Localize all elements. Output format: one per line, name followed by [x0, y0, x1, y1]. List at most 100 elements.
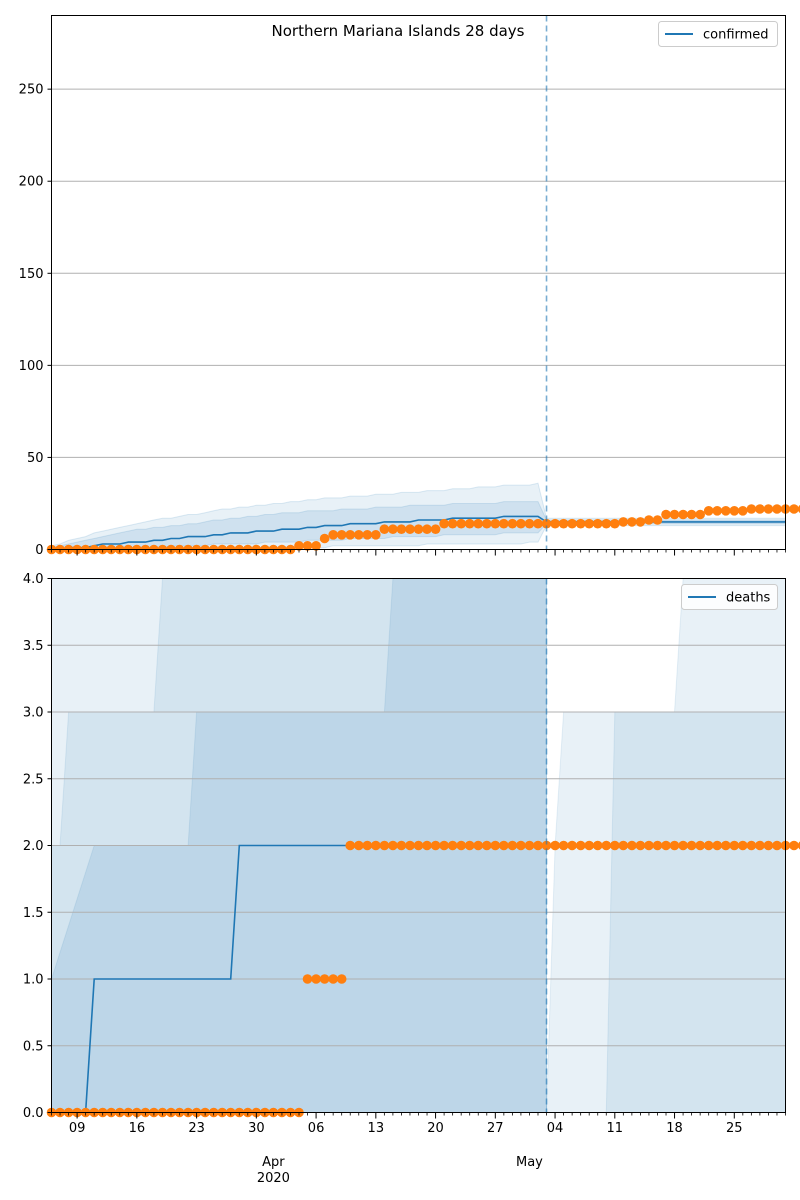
confirmed-observed-point	[729, 506, 740, 516]
confirmed-observed-point	[430, 524, 441, 534]
confirmed-observed-point	[302, 541, 313, 551]
deaths-observed-point	[413, 840, 424, 851]
deaths-observed-point	[635, 840, 646, 851]
confirmed-observed-point	[482, 518, 492, 529]
confirmed-observed-point	[567, 518, 577, 529]
deaths-observed-point	[686, 840, 697, 851]
deaths-observed-point	[746, 840, 757, 851]
confirmed-observed-point	[413, 524, 424, 534]
x-day-tick-label: 23	[188, 1121, 205, 1136]
deaths-observed-point	[772, 840, 782, 851]
confirmed-observed-point	[644, 515, 654, 525]
confirmed-observed-point	[336, 530, 347, 540]
deaths-observed-point	[763, 840, 774, 851]
confirmed-observed-point	[473, 518, 484, 529]
confirmed-observed-point	[541, 518, 552, 529]
confirmed-observed-point	[422, 524, 432, 534]
confirmed-y-tick-label: 0	[35, 543, 43, 558]
x-year-label: 2020	[257, 1171, 290, 1186]
deaths-observed-point	[464, 840, 475, 851]
deaths-observed-point	[738, 840, 748, 851]
confirmed-observed-point	[755, 504, 765, 514]
confirmed-observed-point	[294, 541, 304, 551]
deaths-observed-point	[362, 840, 373, 851]
x-day-tick-label: 20	[427, 1121, 444, 1136]
deaths-observed-point	[721, 840, 731, 851]
deaths-observed-point	[345, 840, 356, 851]
confirmed-observed-point	[763, 504, 774, 514]
confirmed-observed-point	[601, 518, 612, 529]
deaths-observed-point	[703, 840, 714, 851]
confirmed-observed-point	[678, 509, 688, 520]
confirmed-observed-point	[797, 504, 800, 514]
confirmed-x-axis	[51, 549, 786, 556]
deaths-observed-point	[575, 840, 586, 851]
deaths-observed-point	[558, 840, 569, 851]
deaths-observed-point	[669, 840, 680, 851]
date-axis-labels: 09 16 23 30 06 13 20 27 04 11 18 25 Apr May 2020	[69, 1121, 743, 1186]
deaths-observed-point	[610, 840, 620, 851]
deaths-observed-point	[652, 840, 663, 851]
confirmed-observed-point	[695, 509, 705, 520]
confirmed-y-tick-label: 250	[19, 83, 44, 98]
deaths-y-tick-label: 0.0	[23, 1106, 44, 1121]
confirmed-observed-point	[669, 509, 680, 520]
confirmed-observed-point	[772, 504, 782, 514]
confirmed-observed-point	[456, 518, 467, 529]
deaths-observed-point	[516, 840, 526, 851]
deaths-observed-point	[618, 840, 629, 851]
deaths-observed-point	[319, 974, 330, 984]
deaths-legend[interactable]: deaths	[681, 584, 778, 610]
deaths-observed-point	[422, 840, 432, 851]
deaths-observed-point	[354, 840, 364, 851]
x-day-tick-label: 04	[547, 1121, 564, 1136]
deaths-observed-point	[789, 840, 799, 851]
confirmed-observed-point	[439, 518, 449, 529]
x-day-tick-label: 18	[666, 1121, 683, 1136]
confirmed-legend[interactable]: confirmed	[658, 21, 778, 47]
confirmed-observed-point	[379, 524, 390, 534]
confirmed-observed-point	[533, 518, 543, 529]
deaths-y-tick-label: 2.5	[23, 772, 44, 787]
deaths-observed-point	[627, 840, 637, 851]
confirmed-y-tick-label: 100	[19, 359, 44, 374]
confirmed-y-tick-label: 50	[27, 451, 44, 466]
confirmed-observed-point	[354, 530, 364, 540]
confirmed-observed-point	[610, 518, 620, 529]
deaths-observed-point	[379, 840, 390, 851]
x-month-label: Apr	[262, 1155, 285, 1170]
confirmed-observed-point	[738, 506, 748, 516]
deaths-observed-point	[396, 840, 407, 851]
deaths-observed-point	[755, 840, 765, 851]
confirmed-y-tick-label: 150	[19, 267, 44, 282]
confirmed-observed-point	[686, 509, 697, 520]
deaths-observed-point	[439, 840, 449, 851]
deaths-observed-point	[695, 840, 705, 851]
confirmed-observed-point	[703, 506, 714, 516]
confirmed-observed-point	[464, 518, 475, 529]
confirmed-observed-point	[789, 504, 799, 514]
deaths-observed-point	[405, 840, 415, 851]
x-day-tick-label: 25	[726, 1121, 743, 1136]
deaths-observed-point	[567, 840, 577, 851]
deaths-observed-point	[490, 840, 501, 851]
deaths-observed-point	[678, 840, 688, 851]
deaths-observed-point	[524, 840, 535, 851]
deaths-observed-point	[430, 840, 441, 851]
deaths-observed-point	[447, 840, 458, 851]
confirmed-observed-point	[661, 509, 671, 520]
confirmed-observed-point	[592, 518, 603, 529]
confirmed-observed-point	[524, 518, 535, 529]
confirmed-observed-point	[328, 530, 339, 540]
deaths-panel: 0.0 0.5 1.0 1.5 2.0 2.5 3.0 3.5 4.0 deaths	[23, 572, 800, 1121]
confirmed-observed-point	[490, 518, 501, 529]
deaths-observed-point	[533, 840, 543, 851]
confirmed-observed-point	[635, 517, 646, 527]
x-day-tick-label: 11	[607, 1121, 624, 1136]
x-day-tick-label: 06	[308, 1121, 325, 1136]
x-day-tick-label: 09	[69, 1121, 86, 1136]
confirmed-observed-point	[516, 518, 526, 529]
deaths-observed-point	[371, 840, 381, 851]
confirmed-observed-point	[319, 533, 330, 544]
x-day-tick-label: 13	[368, 1121, 385, 1136]
